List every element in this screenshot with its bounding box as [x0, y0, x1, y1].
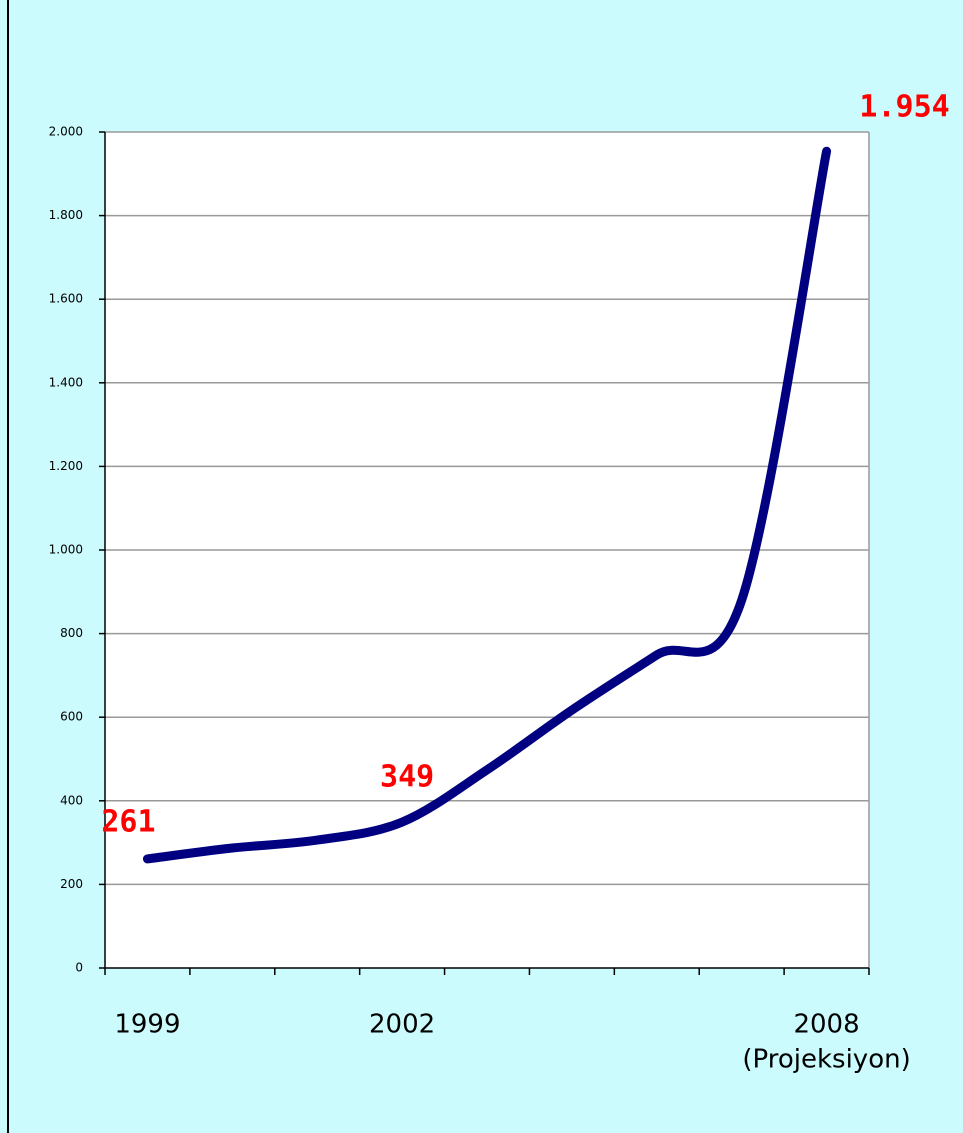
- line: [142, 146, 832, 864]
- data-label: 349: [380, 760, 434, 795]
- y-tick-label: 1.200: [49, 459, 83, 473]
- y-tick-label: 1.400: [49, 375, 83, 389]
- y-tick-label: 0: [75, 961, 83, 975]
- y-tick-label: 1.000: [49, 543, 83, 557]
- y-tick-label: 600: [60, 710, 83, 724]
- y-tick-label: 400: [60, 793, 83, 807]
- x-tick-label: 2008: [793, 1010, 859, 1040]
- x-note: (Projeksiyon): [742, 1045, 910, 1075]
- y-tick-label: 800: [60, 626, 83, 640]
- data-label: 1.954: [859, 90, 949, 125]
- data-label: 261: [101, 804, 155, 839]
- y-tick-label: 2.000: [49, 125, 83, 139]
- y-tick-label: 200: [60, 877, 83, 891]
- y-tick-label: 1.600: [49, 292, 83, 306]
- x-tick-label: 1999: [114, 1010, 180, 1040]
- y-tick-label: 1.800: [49, 208, 83, 222]
- x-tick-label: 2002: [369, 1010, 435, 1040]
